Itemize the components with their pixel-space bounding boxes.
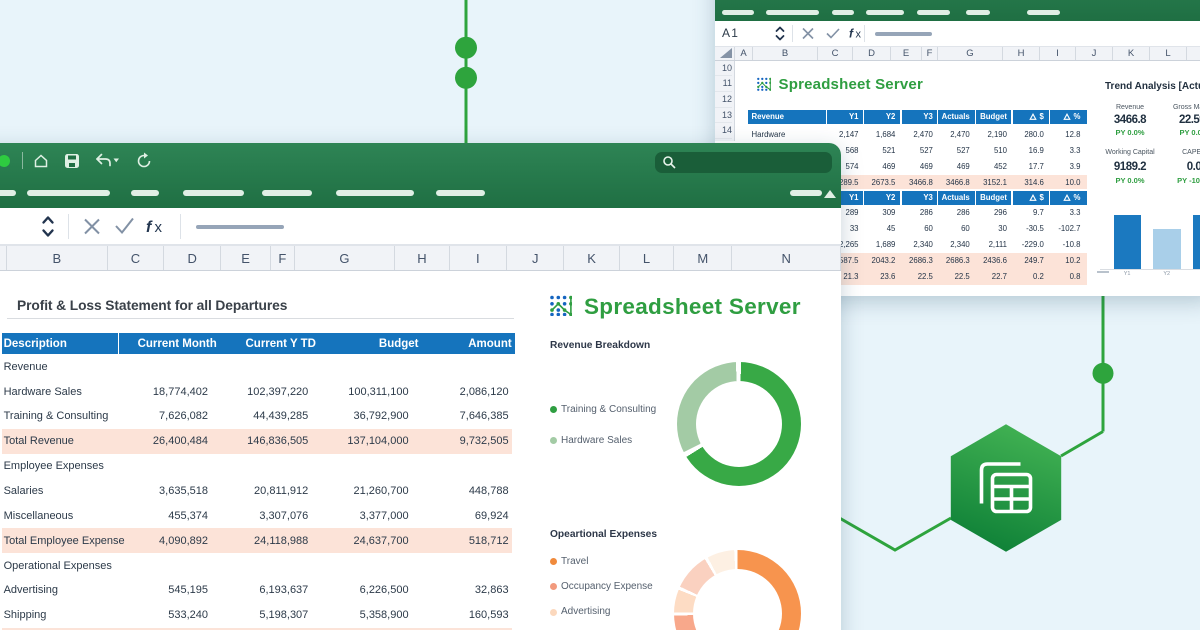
svg-text:f: f: [849, 27, 854, 41]
svg-text:x: x: [856, 29, 862, 41]
svg-text:x: x: [155, 219, 163, 236]
svg-text:f: f: [146, 219, 153, 236]
